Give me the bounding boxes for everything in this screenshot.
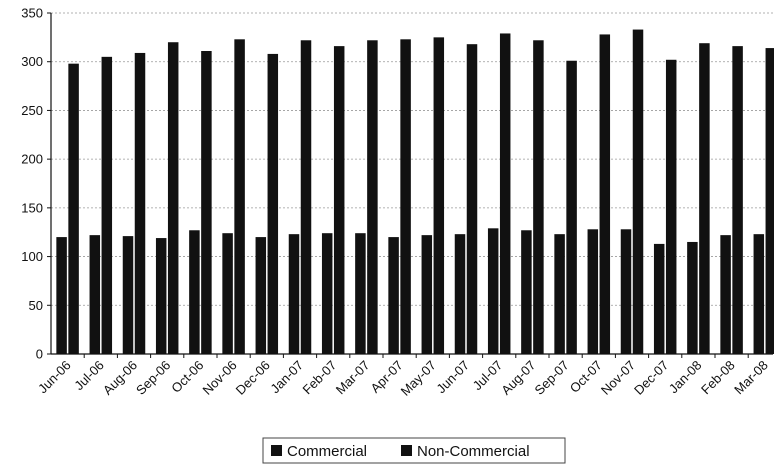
x-tick-label: Sep-06 bbox=[133, 358, 173, 398]
y-tick-label: 350 bbox=[21, 6, 43, 21]
bar-non-commercial bbox=[201, 50, 212, 355]
bar-non-commercial bbox=[765, 48, 774, 355]
y-tick-label: 150 bbox=[21, 200, 43, 215]
y-tick-label: 100 bbox=[21, 249, 43, 264]
bar-non-commercial bbox=[665, 59, 677, 354]
x-tick-label: Jan-08 bbox=[666, 358, 705, 397]
bar-commercial bbox=[89, 235, 101, 354]
bar-non-commercial bbox=[699, 43, 710, 355]
x-tick-label: Jun-07 bbox=[433, 358, 472, 397]
bar-non-commercial bbox=[68, 63, 79, 355]
legend-box bbox=[262, 437, 566, 464]
bar-commercial bbox=[487, 228, 499, 354]
bar-commercial bbox=[255, 237, 267, 354]
x-axis-ticks: Jun-06Jul-06Aug-06Sep-06Oct-06Nov-06Dec-… bbox=[35, 354, 771, 399]
bar-non-commercial bbox=[566, 60, 577, 355]
y-tick-label: 200 bbox=[21, 152, 43, 167]
bar-non-commercial bbox=[267, 53, 279, 355]
bar-commercial bbox=[653, 243, 665, 354]
bar-commercial bbox=[321, 233, 333, 354]
bar-commercial bbox=[421, 235, 433, 354]
bar-non-commercial bbox=[632, 29, 644, 354]
legend-label-non-commercial: Non-Commercial bbox=[417, 443, 530, 460]
bar-non-commercial bbox=[400, 39, 411, 354]
bar-commercial bbox=[687, 241, 698, 354]
bar-non-commercial bbox=[234, 39, 245, 354]
bar-commercial bbox=[56, 237, 67, 354]
y-tick-label: 0 bbox=[36, 347, 43, 362]
bar-commercial bbox=[388, 237, 399, 354]
x-tick-label: May-07 bbox=[398, 358, 439, 399]
x-tick-label: Feb-08 bbox=[698, 358, 738, 398]
x-tick-label: Mar-08 bbox=[731, 358, 771, 398]
x-tick-label: Dec-07 bbox=[631, 358, 671, 398]
x-tick-label: Feb-07 bbox=[300, 358, 340, 398]
x-tick-label: Oct-07 bbox=[567, 358, 605, 396]
bar-non-commercial bbox=[732, 46, 743, 355]
bars bbox=[56, 29, 774, 355]
bar-commercial bbox=[620, 229, 632, 354]
x-tick-label: Nov-06 bbox=[199, 358, 239, 398]
bar-commercial bbox=[122, 236, 134, 354]
bar-non-commercial bbox=[167, 42, 179, 354]
bar-non-commercial bbox=[533, 40, 544, 354]
bar-non-commercial bbox=[333, 46, 345, 355]
bar-commercial bbox=[189, 230, 200, 354]
x-tick-label: Aug-06 bbox=[100, 358, 140, 398]
bar-commercial bbox=[454, 234, 466, 354]
y-tick-label: 300 bbox=[21, 54, 43, 69]
bar-non-commercial bbox=[300, 40, 312, 354]
bar-non-commercial bbox=[499, 33, 511, 355]
x-tick-label: Jun-06 bbox=[35, 358, 74, 397]
bar-commercial bbox=[554, 234, 565, 354]
bar-non-commercial bbox=[466, 44, 478, 354]
bar-non-commercial bbox=[101, 56, 113, 354]
axes bbox=[50, 13, 773, 355]
legend-swatch-commercial bbox=[271, 445, 282, 456]
bar-commercial bbox=[222, 233, 233, 354]
legend-label-commercial: Commercial bbox=[287, 443, 367, 460]
bar-commercial bbox=[753, 234, 765, 354]
x-tick-label: Dec-06 bbox=[233, 358, 273, 398]
bar-non-commercial bbox=[367, 40, 378, 354]
x-tick-label: Jan-07 bbox=[267, 358, 306, 397]
y-axis-ticks: 0 50 100 150 200 250 300 350 bbox=[21, 6, 51, 362]
bar-non-commercial bbox=[134, 52, 146, 355]
bar-commercial bbox=[587, 229, 599, 354]
y-tick-label: 250 bbox=[21, 103, 43, 118]
x-tick-label: Nov-07 bbox=[598, 358, 638, 398]
legend: Commercial Non-Commercial bbox=[262, 437, 566, 464]
bar-commercial bbox=[155, 238, 167, 354]
bar-commercial bbox=[521, 230, 532, 354]
x-tick-label: Mar-07 bbox=[333, 358, 373, 398]
bar-non-commercial bbox=[599, 34, 611, 354]
bar-non-commercial bbox=[433, 37, 445, 354]
x-tick-label: Sep-07 bbox=[531, 358, 571, 398]
x-tick-label: Oct-06 bbox=[168, 358, 206, 396]
x-tick-label: Aug-07 bbox=[498, 358, 538, 398]
legend-swatch-non-commercial bbox=[401, 445, 412, 456]
bar-commercial bbox=[355, 233, 366, 354]
bar-commercial bbox=[288, 234, 300, 354]
y-tick-label: 50 bbox=[29, 298, 43, 313]
bar-commercial bbox=[720, 235, 731, 354]
